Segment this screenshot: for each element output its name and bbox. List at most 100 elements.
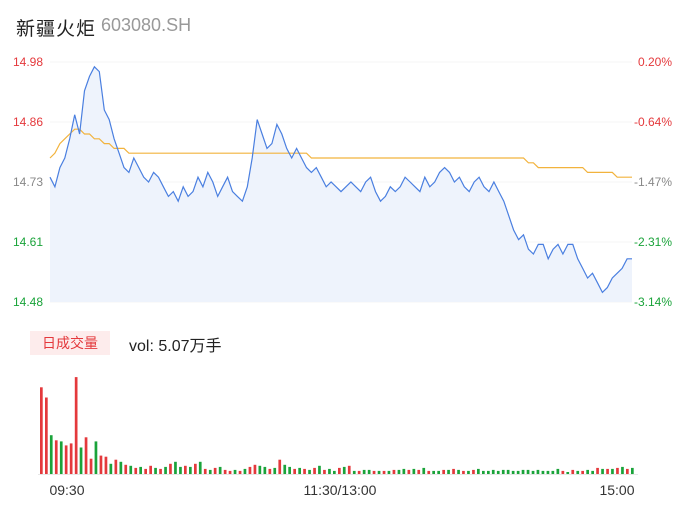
volume-bar bbox=[328, 468, 331, 474]
x-tick-label: 15:00 bbox=[599, 482, 634, 498]
volume-bar bbox=[69, 443, 73, 474]
volume-bar bbox=[561, 470, 565, 474]
volume-bar bbox=[571, 469, 575, 474]
volume-bar bbox=[452, 468, 455, 474]
volume-bar bbox=[457, 469, 460, 474]
volume-bar bbox=[496, 470, 500, 474]
volume-bar bbox=[129, 465, 133, 474]
volume-bar bbox=[144, 468, 147, 474]
volume-bar bbox=[104, 456, 108, 474]
volume-bar bbox=[412, 468, 416, 474]
volume-bar bbox=[382, 470, 386, 474]
price-area bbox=[50, 66, 632, 302]
volume-bar bbox=[40, 387, 43, 474]
volume-bar bbox=[581, 470, 584, 474]
volume-bar bbox=[303, 468, 306, 474]
volume-bar bbox=[263, 466, 267, 474]
volume-bar bbox=[169, 463, 172, 474]
volume-bar bbox=[477, 468, 480, 474]
volume-bar bbox=[99, 455, 103, 474]
stock-code: 603080.SH bbox=[101, 15, 192, 35]
volume-bar bbox=[397, 469, 401, 474]
volume-bar bbox=[149, 465, 152, 474]
volume-bar bbox=[213, 467, 217, 474]
pct-tick-label: 0.20% bbox=[638, 55, 672, 69]
volume-bar bbox=[511, 470, 515, 474]
volume-bar bbox=[313, 467, 316, 474]
volume-bar bbox=[422, 467, 426, 474]
volume-bar bbox=[531, 470, 535, 474]
volume-bar bbox=[308, 469, 311, 474]
volume-bar bbox=[467, 470, 470, 474]
volume-bar bbox=[591, 470, 594, 474]
volume-bar bbox=[541, 470, 545, 474]
volume-bar bbox=[154, 467, 157, 474]
volume-bar bbox=[288, 466, 291, 474]
volume-bar bbox=[347, 465, 351, 474]
y-tick-label: 14.73 bbox=[13, 175, 43, 189]
volume-bar bbox=[119, 461, 123, 474]
volume-bar bbox=[179, 466, 182, 474]
volume-bar bbox=[402, 468, 406, 474]
volume-bar bbox=[318, 465, 321, 474]
x-tick-label: 11:30/13:00 bbox=[304, 482, 377, 498]
volume-readout: vol: 5.07万手 bbox=[129, 338, 222, 355]
volume-bar bbox=[392, 469, 396, 474]
volume-bar bbox=[626, 468, 629, 474]
volume-bar bbox=[94, 441, 98, 474]
volume-bar bbox=[139, 466, 142, 474]
pct-tick-label: -1.47% bbox=[634, 175, 672, 189]
volume-bar bbox=[546, 470, 550, 474]
y-tick-label: 14.98 bbox=[13, 55, 43, 69]
volume-bar bbox=[501, 469, 505, 474]
pct-tick-label: -0.64% bbox=[634, 115, 672, 129]
volume-bars bbox=[38, 377, 638, 475]
volume-bar bbox=[482, 470, 485, 474]
volume-bar bbox=[293, 468, 296, 474]
volume-bar bbox=[208, 469, 212, 474]
volume-bar bbox=[611, 468, 614, 474]
volume-bar bbox=[606, 468, 609, 474]
volume-bar bbox=[174, 461, 177, 474]
y-tick-label: 14.61 bbox=[13, 235, 43, 249]
volume-bar bbox=[233, 469, 237, 474]
volume-bar bbox=[362, 469, 366, 474]
price-axis-left: 14.98 14.86 14.73 14.61 14.48 bbox=[13, 55, 43, 309]
volume-bar bbox=[223, 469, 227, 474]
time-axis: 09:30 11:30/13:00 15:00 bbox=[49, 482, 634, 498]
volume-bar bbox=[596, 467, 599, 474]
volume-bar bbox=[49, 435, 53, 474]
stock-name: 新疆火炬 bbox=[16, 19, 97, 40]
daily-volume-tab[interactable]: 日成交量 bbox=[30, 331, 110, 355]
volume-bar bbox=[124, 464, 128, 474]
volume-bar bbox=[114, 459, 118, 474]
volume-bar bbox=[273, 467, 277, 474]
volume-bar bbox=[258, 465, 262, 474]
volume-bar bbox=[184, 465, 187, 474]
volume-bar bbox=[621, 466, 624, 474]
volume-bar bbox=[253, 464, 257, 474]
volume-bar bbox=[551, 470, 555, 474]
y-tick-label: 14.48 bbox=[13, 295, 43, 309]
volume-bar bbox=[54, 440, 58, 474]
volume-bar bbox=[357, 470, 361, 474]
volume-bar bbox=[59, 441, 63, 474]
x-tick-label: 09:30 bbox=[49, 482, 84, 498]
volume-bar bbox=[387, 470, 391, 474]
volume-bar bbox=[45, 397, 48, 474]
volume-bar bbox=[74, 377, 78, 474]
volume-bar bbox=[79, 447, 83, 474]
volume-bar bbox=[218, 466, 222, 474]
percent-axis-right: 0.20% -0.64% -1.47% -2.31% -3.14% bbox=[634, 55, 672, 309]
y-tick-label: 14.86 bbox=[13, 115, 43, 129]
volume-bar bbox=[516, 470, 520, 474]
volume-bar bbox=[109, 463, 113, 474]
volume-bar bbox=[432, 470, 435, 474]
volume-bar bbox=[342, 466, 346, 474]
volume-bar bbox=[203, 468, 207, 474]
volume-bar bbox=[521, 469, 525, 474]
volume-bar bbox=[283, 464, 287, 474]
volume-bar bbox=[372, 470, 376, 474]
volume-bar bbox=[164, 466, 167, 474]
